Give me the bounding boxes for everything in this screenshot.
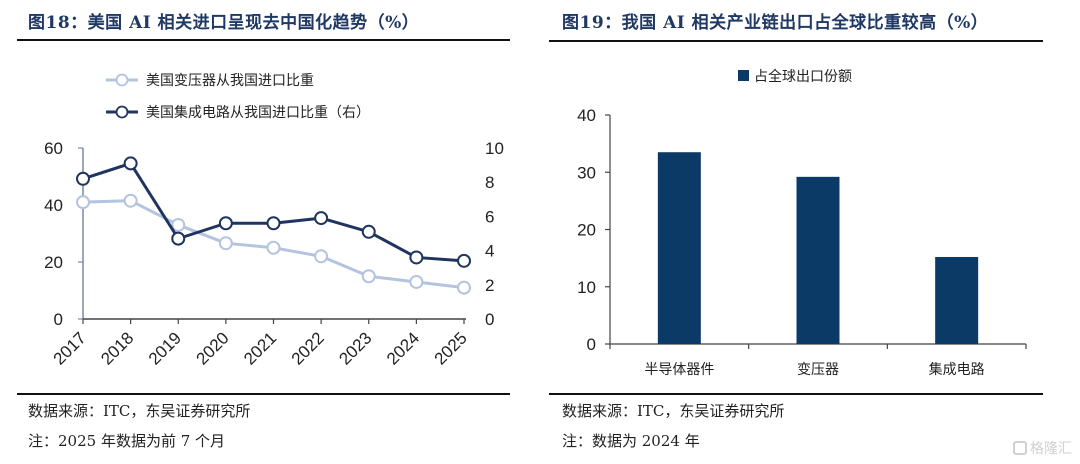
data-point: [76, 171, 90, 186]
legend-marker-2: [115, 105, 129, 119]
x-tick-label: 2023: [335, 328, 375, 368]
bar-chart-bars: [657, 152, 979, 344]
watermark: 格隆汇: [1013, 438, 1072, 458]
data-point: [409, 274, 424, 289]
data-point: [266, 216, 281, 231]
figure-19-title: 图19：我国 AI 相关产业链出口占全球比重较高（%）: [562, 13, 989, 33]
data-point: [123, 156, 138, 171]
x-tick-label: 2017: [50, 328, 90, 368]
source-divider: [549, 393, 1043, 395]
title-divider: [17, 39, 510, 41]
watermark-logo-icon: [1013, 441, 1027, 455]
bar: [796, 176, 840, 344]
legend-marker-1: [115, 73, 129, 87]
data-point: [457, 253, 471, 268]
figure-19-panel: 图19：我国 AI 相关产业链出口占全球比重较高（%） 占全球出口份额 0 10 2…: [540, 0, 1080, 464]
x-tick-label: 2020: [193, 328, 233, 368]
source-divider: [17, 393, 510, 395]
data-point: [361, 224, 376, 239]
legend-swatch: [738, 70, 749, 81]
y-tick-label: 0: [587, 335, 596, 354]
figure-18-source: 数据来源：ITC，东吴证券研究所: [28, 402, 251, 420]
left-y-tick-label: 60: [44, 139, 63, 158]
line-chart-series: [76, 156, 471, 295]
data-point: [314, 211, 329, 226]
legend-label-2: 美国集成电路从我国进口比重（右）: [146, 104, 370, 121]
y-tick-label: 40: [577, 106, 596, 125]
x-tick-label: 变压器: [797, 362, 839, 378]
figure-18-title: 图18：美国 AI 相关进口呈现去中国化趋势（%）: [28, 13, 420, 33]
legend-label-1: 美国变压器从我国进口比重: [146, 73, 314, 89]
x-tick-label: 2024: [383, 328, 423, 368]
right-y-tick-label: 0: [485, 310, 494, 329]
x-tick-label: 2018: [97, 328, 137, 368]
x-tick-label: 半导体器件: [644, 362, 714, 378]
right-y-tick-label: 6: [485, 207, 494, 226]
figure-19-source: 数据来源：ITC，东吴证券研究所: [562, 402, 785, 420]
data-point: [361, 269, 376, 284]
title-divider: [549, 40, 1043, 42]
data-point: [218, 236, 233, 251]
bar: [935, 256, 979, 344]
data-point: [171, 231, 186, 246]
left-y-tick-label: 20: [44, 253, 63, 272]
data-point: [409, 250, 424, 265]
bar: [657, 152, 701, 344]
figure-19-note: 注：数据为 2024 年: [562, 432, 700, 450]
x-tick-label: 2019: [145, 328, 185, 368]
data-point: [314, 249, 329, 264]
x-tick-label: 2021: [240, 328, 280, 368]
data-point: [171, 217, 186, 232]
bar-chart: 占全球出口份额 0 10 20 30 40 半导体器件 变压器 集成电路: [577, 68, 1027, 378]
data-point: [266, 240, 281, 255]
x-tick-label: 集成电路: [929, 361, 985, 378]
y-tick-label: 30: [577, 163, 596, 182]
right-y-tick-label: 10: [485, 139, 504, 158]
figure-18-panel: 图18：美国 AI 相关进口呈现去中国化趋势（%） 美国变压器从我国进口比重 美国…: [17, 13, 510, 450]
data-point: [76, 195, 90, 210]
right-y-tick-label: 8: [485, 173, 494, 192]
bar-chart-legend: 占全球出口份额: [738, 68, 852, 85]
x-tick-label: 2025: [431, 328, 471, 368]
y-tick-label: 20: [577, 221, 596, 240]
figure-18-note: 注：2025 年数据为前 7 个月: [28, 432, 226, 450]
left-y-tick-label: 0: [54, 310, 63, 329]
y-tick-label: 10: [577, 278, 596, 297]
data-point: [123, 193, 138, 208]
x-tick-label: 2022: [288, 328, 328, 368]
left-y-tick-label: 40: [44, 196, 63, 215]
legend-label: 占全球出口份额: [754, 68, 852, 85]
right-y-tick-label: 2: [485, 276, 494, 295]
data-point: [218, 216, 233, 231]
watermark-text: 格隆汇: [1030, 441, 1072, 457]
right-y-tick-label: 4: [485, 242, 494, 261]
data-point: [457, 280, 471, 295]
